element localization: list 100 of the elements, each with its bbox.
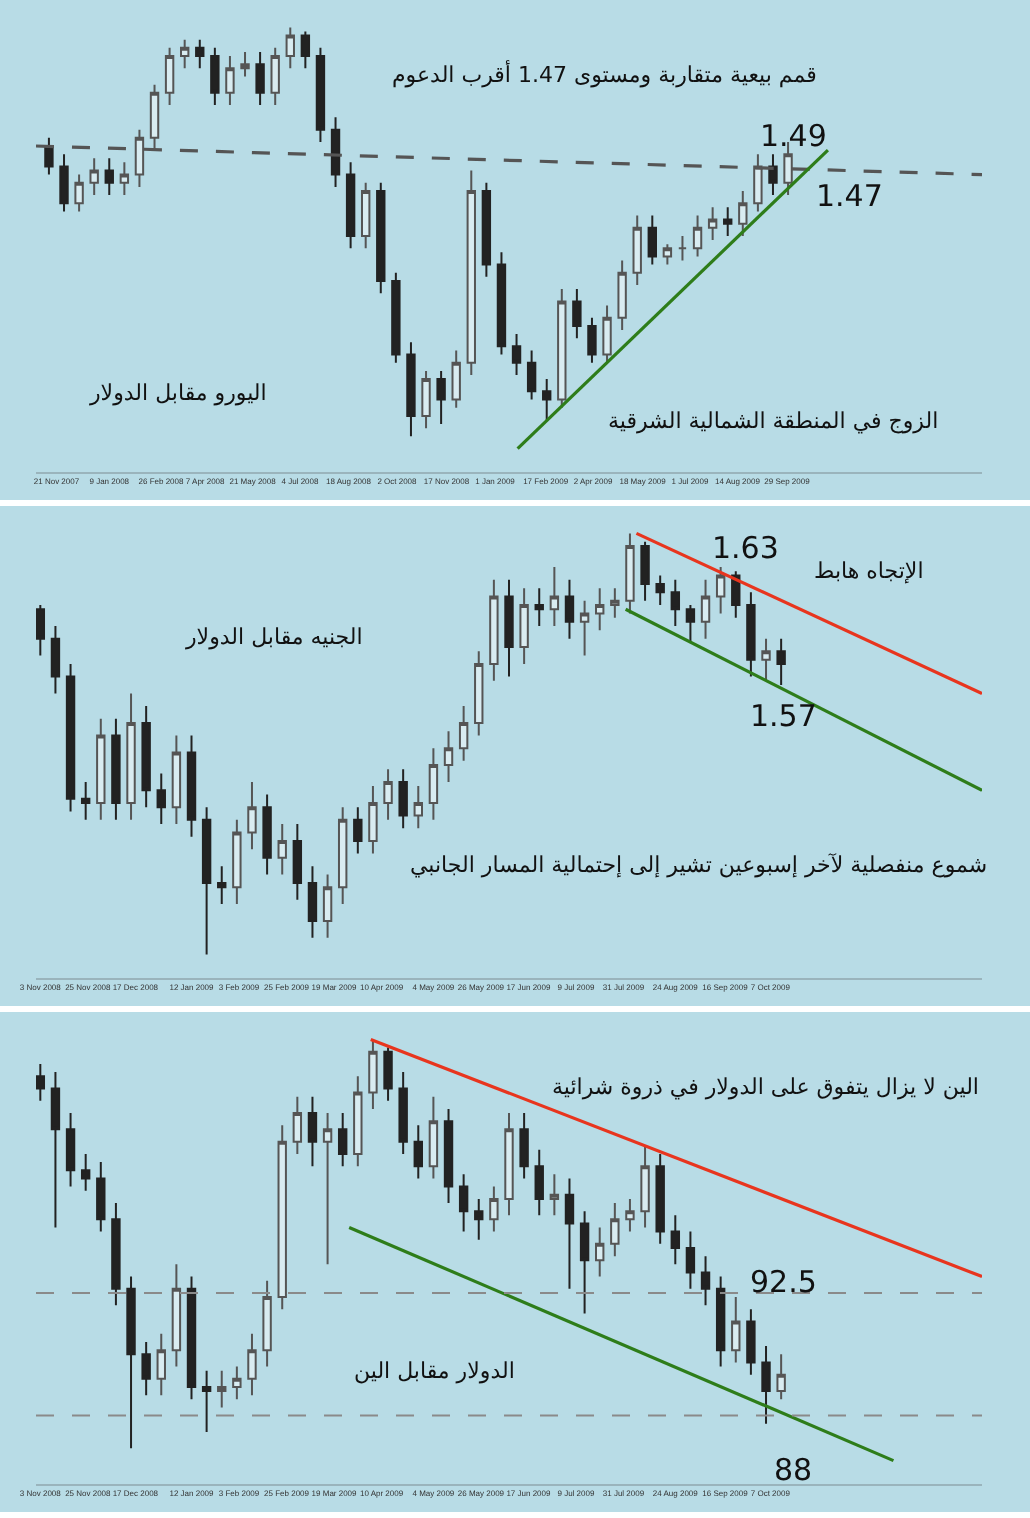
candlestick xyxy=(738,189,748,237)
candlestick xyxy=(647,214,657,266)
annotation: الين لا يزال يتفوق على الدولار في ذروة شرائية xyxy=(552,1074,979,1100)
candlestick xyxy=(715,566,726,615)
candlestick xyxy=(617,259,627,331)
candlestick xyxy=(707,206,718,242)
candlestick xyxy=(270,46,280,107)
candlestick xyxy=(217,1369,227,1409)
candlestick xyxy=(519,587,529,665)
candlestick xyxy=(443,730,454,783)
candlestick xyxy=(307,1095,318,1168)
annotation: 1.49 xyxy=(760,118,827,154)
candlestick xyxy=(285,26,295,70)
candlestick xyxy=(96,717,106,821)
candlestick xyxy=(126,692,136,821)
candlestick xyxy=(398,1071,408,1155)
candlestick xyxy=(602,304,612,364)
candlestick xyxy=(210,46,220,107)
candlestick xyxy=(542,378,552,421)
candlestick xyxy=(746,1308,756,1376)
candlestick xyxy=(443,1107,454,1204)
candlestick xyxy=(723,206,733,237)
candlestick xyxy=(353,1075,363,1168)
candlestick xyxy=(776,1353,786,1401)
candlestick xyxy=(74,173,84,213)
text: 88 xyxy=(774,1452,813,1488)
candlestick xyxy=(640,1144,650,1229)
candlestick xyxy=(398,768,408,830)
candlestick xyxy=(368,785,378,855)
candlestick xyxy=(186,1275,197,1401)
candlestick xyxy=(36,604,46,657)
candlestick xyxy=(677,234,688,262)
candlestick xyxy=(247,780,257,851)
annotation: اليورو مقابل الدولار xyxy=(88,380,267,406)
annotation: الدولار مقابل الين xyxy=(354,1358,515,1384)
candlestick xyxy=(164,46,175,107)
candlestick xyxy=(292,823,303,901)
candlestick xyxy=(80,1152,91,1192)
candlestick xyxy=(59,153,69,213)
candlestick xyxy=(141,1341,151,1397)
candlestick xyxy=(104,157,114,197)
candlestick xyxy=(292,1095,303,1155)
candlestick xyxy=(655,1152,665,1245)
candlestick xyxy=(421,369,431,430)
candlestick xyxy=(504,578,514,678)
candlestick xyxy=(655,574,665,606)
candlestick xyxy=(322,873,333,939)
annotation: 1.57 xyxy=(750,698,817,734)
candlestick xyxy=(474,1197,484,1241)
candlestick xyxy=(428,747,439,821)
candlestick xyxy=(232,818,242,906)
candlestick xyxy=(119,161,130,197)
candlestick xyxy=(44,136,54,176)
candlestick xyxy=(496,251,507,356)
candlestick xyxy=(451,349,461,409)
candlestick xyxy=(700,1255,711,1307)
annotation: الجنيه مقابل الدولار xyxy=(184,624,363,650)
candlestick xyxy=(89,157,99,197)
candlestick xyxy=(368,1038,378,1110)
candlestick xyxy=(511,333,522,376)
candlestick xyxy=(625,1197,635,1233)
candlestick xyxy=(579,599,590,657)
candlestick xyxy=(255,50,265,107)
candlestick xyxy=(80,780,91,821)
annotation: 92.5 xyxy=(750,1264,817,1300)
candlestick xyxy=(330,116,341,188)
candlestick xyxy=(466,169,476,376)
candlestick xyxy=(731,1296,741,1364)
candlestick xyxy=(391,271,401,364)
candlestick xyxy=(458,1173,469,1233)
annotation: الزوج في المنطقة الشمالية الشرقية xyxy=(608,408,939,434)
candlestick xyxy=(337,1112,348,1168)
candlestick xyxy=(428,1095,439,1180)
annotation: شموع منفصلية لآخر إسبوعين تشير إلى إحتمالية المسار الجانبي xyxy=(410,852,988,878)
annotation: 1.47 xyxy=(816,178,883,214)
candlestick xyxy=(307,865,318,939)
candlestick xyxy=(65,662,76,813)
candlestick xyxy=(526,349,537,401)
candlestick xyxy=(595,587,605,632)
candlestick xyxy=(640,540,650,602)
candlestick xyxy=(300,30,311,70)
candlestick xyxy=(383,1046,393,1102)
candlestick xyxy=(489,1185,499,1233)
candlestick xyxy=(315,46,326,143)
candlestick xyxy=(549,1173,560,1217)
candlestick xyxy=(564,578,575,640)
candlestick xyxy=(50,1071,61,1229)
candlestick xyxy=(50,625,61,695)
candlestick xyxy=(692,214,703,258)
candlestick xyxy=(36,1062,46,1102)
candlestick xyxy=(277,823,287,876)
candlestick xyxy=(761,1345,771,1425)
candlestick xyxy=(240,50,250,78)
candlestick xyxy=(700,578,711,640)
candlestick xyxy=(156,772,166,826)
candlestick xyxy=(534,587,544,628)
candlestick xyxy=(413,785,423,830)
candlestick xyxy=(186,734,197,838)
candlestick xyxy=(489,578,499,682)
candlestick xyxy=(685,1230,696,1290)
